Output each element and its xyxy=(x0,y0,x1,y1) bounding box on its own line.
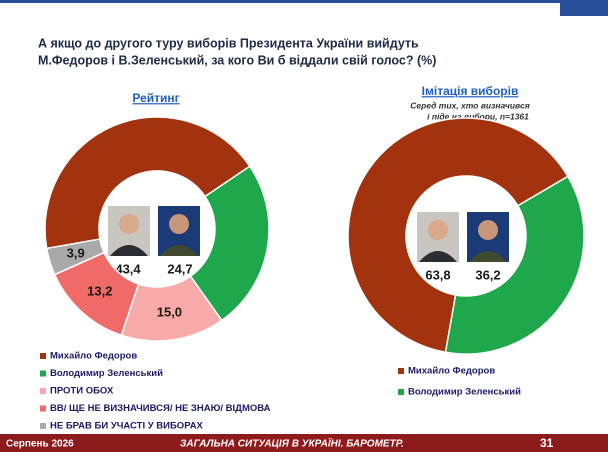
legend-swatch xyxy=(398,389,404,395)
slide-title: А якщо до другого туру виборів Президент… xyxy=(38,36,419,50)
legend-swatch xyxy=(40,423,46,429)
legend-swatch xyxy=(40,405,46,412)
value-label: 36,2 xyxy=(475,267,500,282)
footer-date: Серпень 2026 xyxy=(6,439,74,450)
photo xyxy=(467,212,509,262)
legend-swatch xyxy=(40,370,46,377)
legend-label: НЕ БРАВ БИ УЧАСТІ У ВИБОРАХ xyxy=(50,421,204,432)
legend-label: ПРОТИ ОБОХ xyxy=(50,386,114,397)
photos xyxy=(108,206,509,262)
top-bar xyxy=(0,0,608,3)
photo xyxy=(158,206,200,256)
value-label: 3,9 xyxy=(67,245,85,260)
slice xyxy=(444,175,585,355)
slice xyxy=(347,117,569,354)
photo xyxy=(108,206,150,256)
slice xyxy=(189,165,270,322)
legend-label: Михайло Федоров xyxy=(408,366,495,377)
top-corner xyxy=(560,0,608,16)
slide-title: М.Федоров і В.Зеленський, за кого Ви б в… xyxy=(38,53,436,67)
legend-swatch xyxy=(40,353,46,359)
legend-label: Михайло Федоров xyxy=(50,351,137,362)
footer-text: ЗАГАЛЬНА СИТУАЦІЯ В УКРАЇНІ. БАРОМЕТР. xyxy=(180,437,404,450)
page-number: 31 xyxy=(540,436,554,450)
chart-subtitle: Серед тих, хто визначився xyxy=(410,100,529,110)
value-label: 13,2 xyxy=(87,283,112,298)
chart-subtitle: і піде на вибори, n=1361 xyxy=(427,111,529,121)
legend-label: ВВ/ ЩЕ НЕ ВИЗНАЧИВСЯ/ НЕ ЗНАЮ/ ВІДМОВА xyxy=(50,403,271,414)
value-label: 24,7 xyxy=(167,261,192,276)
legend-swatch xyxy=(398,368,404,374)
footer-bar xyxy=(0,434,608,452)
chart-title: Рейтинг xyxy=(132,91,179,105)
legend-label: Володимир Зеленський xyxy=(408,387,521,398)
value-label: 15,0 xyxy=(157,305,182,320)
photo xyxy=(417,212,459,262)
legend-swatch xyxy=(40,388,46,394)
slice xyxy=(45,238,106,276)
slice xyxy=(44,116,251,250)
value-label: 63,8 xyxy=(425,267,450,282)
chart-title: Імітація виборів xyxy=(422,84,519,98)
charts: 43,4 Михайло Федоров 24,7 Володимир Зеленсь… xyxy=(40,116,585,432)
value-label: 43,4 xyxy=(115,261,141,276)
legend-label: Володимир Зеленський xyxy=(50,368,163,379)
